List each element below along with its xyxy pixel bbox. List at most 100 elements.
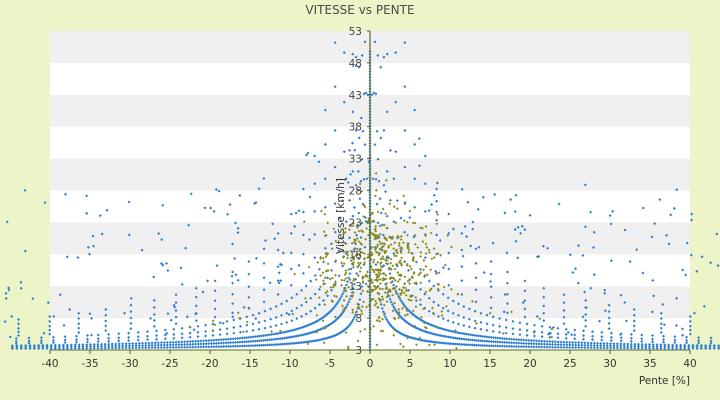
series-2-point (361, 230, 365, 234)
series-2-point (406, 220, 409, 224)
series-1-point (275, 332, 279, 336)
series-1-point (626, 344, 630, 348)
series-1-point (376, 157, 380, 161)
series-1-point (635, 248, 639, 252)
series-1-point (535, 315, 539, 319)
series-2-point (315, 330, 319, 334)
series-1-point (152, 298, 156, 302)
series-1-point (641, 271, 645, 275)
series-1-point (461, 337, 465, 341)
series-1-point (354, 128, 358, 132)
series-1-point (681, 327, 685, 331)
series-1-point (519, 338, 523, 342)
series-1-point (333, 85, 337, 89)
series-2-point (397, 244, 401, 248)
series-1-point (255, 343, 259, 347)
series-1-point (469, 338, 473, 342)
series-2-point (418, 336, 422, 340)
series-2-point (405, 288, 409, 292)
series-1-point (103, 342, 107, 346)
series-1-point (380, 306, 384, 310)
series-1-point (209, 206, 213, 210)
series-1-point (77, 311, 81, 315)
series-1-point (159, 343, 163, 347)
series-1-point (605, 342, 609, 346)
series-1-point (650, 235, 654, 239)
series-1-points (3, 40, 720, 352)
series-1-point (191, 345, 195, 349)
series-1-point (196, 339, 200, 343)
series-2-point (358, 287, 362, 291)
series-1-point (213, 289, 217, 293)
series-1-point (709, 261, 713, 265)
series-1-point (619, 339, 623, 343)
series-2-point (359, 266, 363, 270)
series-1-point (708, 346, 712, 350)
series-1-point (277, 331, 281, 335)
series-1-point (589, 210, 593, 214)
series-2-point (397, 316, 401, 320)
series-1-point (435, 210, 439, 214)
series-2-point (211, 329, 215, 333)
series-1-point (640, 337, 644, 341)
series-1-point (489, 285, 493, 289)
series-1-point (427, 208, 431, 212)
series-1-point (285, 299, 289, 303)
series-1-point (632, 313, 636, 317)
series-1-point (259, 339, 263, 343)
x-tick-label: -15 (241, 358, 258, 370)
series-1-point (225, 332, 229, 336)
series-1-point (688, 315, 692, 319)
series-1-point (156, 346, 160, 350)
series-1-point (15, 344, 19, 348)
series-1-point (574, 346, 578, 350)
series-1-point (51, 338, 55, 342)
series-1-point (461, 332, 465, 336)
series-1-point (427, 279, 431, 283)
series-2-point (320, 209, 323, 213)
series-2-point (317, 296, 321, 299)
series-1-point (357, 65, 361, 69)
series-1-point (650, 340, 654, 344)
series-2-point (398, 287, 401, 291)
series-1-point (496, 340, 500, 344)
series-1-point (77, 346, 81, 350)
series-1-point (354, 183, 358, 187)
series-1-point (469, 244, 473, 248)
series-2-point (406, 279, 410, 283)
series-1-point (602, 344, 606, 348)
series-1-point (695, 269, 699, 273)
series-2-point (344, 289, 348, 293)
series-2-point (352, 257, 356, 261)
series-2-point (414, 305, 418, 309)
series-2-point (374, 278, 378, 282)
series-1-point (289, 283, 293, 287)
series-1-point (229, 337, 233, 341)
series-2-point (372, 268, 375, 272)
series-1-point (110, 342, 114, 346)
series-1-point (165, 331, 169, 335)
series-1-point (482, 271, 486, 275)
series-2-point (363, 256, 366, 260)
series-1-point (226, 341, 230, 345)
series-1-point (233, 344, 237, 348)
series-1-point (700, 255, 704, 259)
series-1-point (346, 180, 350, 184)
series-1-point (280, 302, 284, 306)
series-1-point (577, 341, 581, 345)
series-1-point (650, 310, 654, 314)
series-2-point (394, 285, 398, 288)
series-2-point (440, 314, 444, 317)
series-1-point (301, 271, 305, 275)
series-2-point (408, 282, 411, 285)
series-1-point (553, 342, 557, 346)
series-2-point (349, 259, 353, 263)
series-1-point (45, 343, 49, 347)
series-1-point (583, 346, 587, 350)
series-1-point (162, 346, 166, 350)
series-1-point (413, 108, 417, 112)
series-1-point (89, 333, 93, 337)
series-1-point (673, 335, 677, 339)
series-1-point (313, 182, 317, 186)
series-1-point (375, 202, 379, 206)
